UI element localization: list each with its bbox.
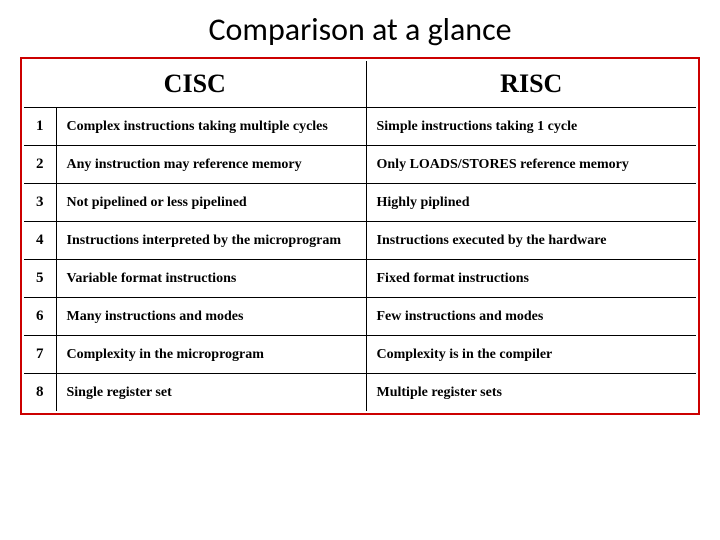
row-number: 8 [24,374,56,412]
risc-cell: Simple instructions taking 1 cycle [366,108,696,146]
table-row: 2 Any instruction may reference memory O… [24,146,696,184]
table-outer-border: CISC RISC 1 Complex instructions taking … [20,57,700,415]
risc-cell: Fixed format instructions [366,260,696,298]
row-number: 3 [24,184,56,222]
table-row: 4 Instructions interpreted by the microp… [24,222,696,260]
comparison-table: CISC RISC 1 Complex instructions taking … [24,61,696,411]
risc-cell: Instructions executed by the hardware [366,222,696,260]
row-number: 5 [24,260,56,298]
page-title: Comparison at a glance [20,10,700,49]
risc-cell: Only LOADS/STORES reference memory [366,146,696,184]
table-body: 1 Complex instructions taking multiple c… [24,108,696,412]
table-row: 6 Many instructions and modes Few instru… [24,298,696,336]
row-number: 6 [24,298,56,336]
cisc-cell: Many instructions and modes [56,298,366,336]
risc-cell: Multiple register sets [366,374,696,412]
cisc-cell: Not pipelined or less pipelined [56,184,366,222]
row-number: 7 [24,336,56,374]
risc-cell: Few instructions and modes [366,298,696,336]
header-risc: RISC [366,61,696,108]
row-number: 4 [24,222,56,260]
cisc-cell: Instructions interpreted by the micropro… [56,222,366,260]
table-row: 7 Complexity in the microprogram Complex… [24,336,696,374]
header-cisc: CISC [24,61,366,108]
risc-cell: Highly piplined [366,184,696,222]
row-number: 1 [24,108,56,146]
table-row: 3 Not pipelined or less pipelined Highly… [24,184,696,222]
slide-container: Comparison at a glance CISC RISC 1 Compl… [0,0,720,540]
row-number: 2 [24,146,56,184]
table-row: 5 Variable format instructions Fixed for… [24,260,696,298]
table-row: 1 Complex instructions taking multiple c… [24,108,696,146]
cisc-cell: Complex instructions taking multiple cyc… [56,108,366,146]
cisc-cell: Complexity in the microprogram [56,336,366,374]
cisc-cell: Variable format instructions [56,260,366,298]
table-row: 8 Single register set Multiple register … [24,374,696,412]
cisc-cell: Any instruction may reference memory [56,146,366,184]
table-header-row: CISC RISC [24,61,696,108]
cisc-cell: Single register set [56,374,366,412]
risc-cell: Complexity is in the compiler [366,336,696,374]
